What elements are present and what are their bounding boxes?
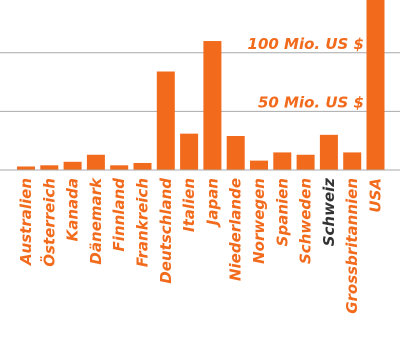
bar-dänemark <box>86 154 105 170</box>
category-label: Schweiz <box>320 178 338 247</box>
tick-label: 100 Mio. US $ <box>248 35 364 53</box>
category-label: Niederlande <box>227 178 245 281</box>
category-label: Norwegen <box>250 178 268 264</box>
category-label: Österreich <box>39 178 58 267</box>
bar-frankreich <box>133 162 152 170</box>
bar-italien <box>180 133 199 170</box>
bar-japan <box>203 41 222 170</box>
category-label: Italien <box>180 178 198 232</box>
bar-usa <box>366 0 385 171</box>
category-label: Dänemark <box>87 177 105 265</box>
bar-australien <box>17 166 35 170</box>
category-label: Frankreich <box>134 178 152 267</box>
bar-deutschland <box>156 71 175 170</box>
bar-norwegen <box>250 160 268 170</box>
bar-finnland <box>110 165 129 170</box>
bar-österreich <box>40 165 59 170</box>
category-label: Japan <box>203 178 221 228</box>
bar-schweden <box>296 154 315 170</box>
bar-kanada <box>63 161 82 170</box>
category-labels: Australien Österreich Kanada Dänemark Finnla… <box>17 177 385 314</box>
bar-niederlande <box>226 136 245 170</box>
gridlines <box>0 52 400 112</box>
category-label: Schweden <box>297 178 315 264</box>
category-label: Kanada <box>64 178 82 241</box>
category-label: USA <box>367 178 385 213</box>
tick-labels: 50 Mio. US $ 100 Mio. US $ <box>248 35 364 112</box>
category-label: Australien <box>17 178 35 266</box>
bar-grossbritannien <box>343 152 362 170</box>
tick-label: 50 Mio. US $ <box>258 93 364 111</box>
bar-spanien <box>273 152 292 170</box>
category-label: Finnland <box>110 178 128 252</box>
category-label: Deutschland <box>157 178 175 284</box>
category-label: Grossbritannien <box>343 178 361 314</box>
category-label: Spanien <box>273 178 291 246</box>
bars <box>17 0 385 171</box>
bar-schweiz <box>319 134 338 170</box>
